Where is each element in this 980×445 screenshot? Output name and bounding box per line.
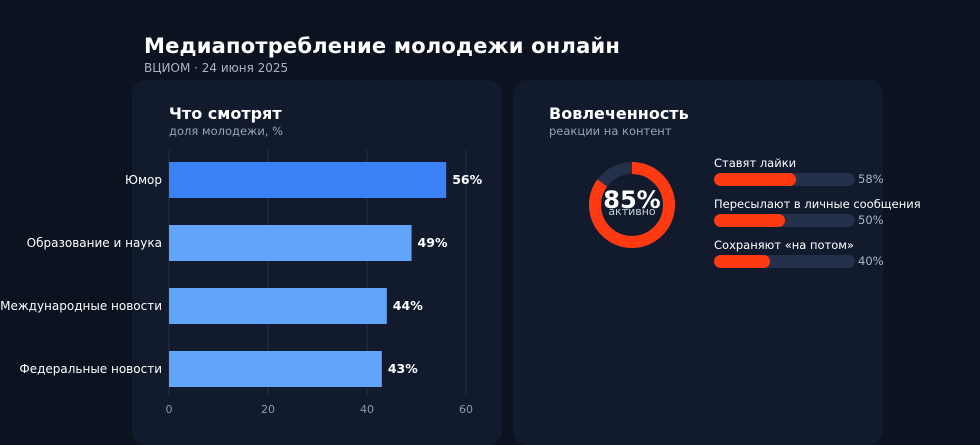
engagement-fill (714, 173, 796, 186)
bar-chart-ticks: 0 20 40 60 (166, 403, 474, 416)
engagement-donut (589, 162, 675, 248)
engagement-percent: 50% (858, 213, 884, 227)
category-label: Федеральные новости (19, 362, 162, 376)
views-card-subtitle: доля молодежи, % (169, 124, 284, 138)
category-label: Образование и наука (27, 236, 162, 250)
engagement-row: Пересылают в личные сообщения 50% (714, 197, 944, 227)
value-label: 43% (388, 361, 418, 376)
value-label: 49% (418, 235, 448, 250)
engagement-track (714, 214, 855, 227)
bar-chart-bars (169, 162, 447, 387)
engagement-fill (714, 255, 771, 268)
x-tick-label: 40 (360, 403, 374, 416)
page-title: Медиапотребление молодежи онлайн (144, 34, 621, 58)
engagement-track (714, 255, 855, 268)
x-tick-label: 20 (261, 403, 275, 416)
bar (169, 351, 382, 387)
engagement-label: Пересылают в личные сообщения (714, 197, 921, 211)
x-tick-label: 0 (166, 403, 173, 416)
views-card-title: Что смотрят (169, 104, 282, 123)
engagement-percent: 58% (858, 172, 884, 186)
category-label: Международные новости (0, 299, 162, 313)
bar-chart-labels: Юмор 56% Образование и наука 49% Международн… (0, 172, 483, 376)
page-header: Медиапотребление молодежи онлайн ВЦИОМ ·… (144, 34, 620, 75)
engagement-percent: 40% (858, 254, 884, 268)
page-subtitle: ВЦИОМ · 24 июня 2025 (144, 61, 289, 75)
donut-percent: 85% (603, 186, 661, 214)
x-tick-label: 60 (459, 403, 473, 416)
engagement-row: Ставят лайки 58% (714, 156, 944, 186)
engagement-label: Ставят лайки (714, 156, 797, 170)
category-label: Юмор (125, 173, 162, 187)
bar (169, 288, 387, 324)
donut-center: 85% активно (590, 186, 674, 218)
donut-arc (589, 162, 675, 248)
value-label: 56% (452, 172, 482, 187)
bar (169, 225, 412, 261)
engagement-row: Сохраняют «на потом» 40% (714, 238, 944, 268)
engagement-card-subtitle: реакции на контент (549, 124, 672, 138)
engagement-card-title: Вовлеченность (549, 104, 689, 123)
engagement-label: Сохраняют «на потом» (714, 238, 854, 252)
engagement-fill (714, 214, 785, 227)
value-label: 44% (393, 298, 423, 313)
donut-caption: активно (608, 205, 656, 218)
bar (169, 162, 447, 198)
engagement-track (714, 173, 855, 186)
